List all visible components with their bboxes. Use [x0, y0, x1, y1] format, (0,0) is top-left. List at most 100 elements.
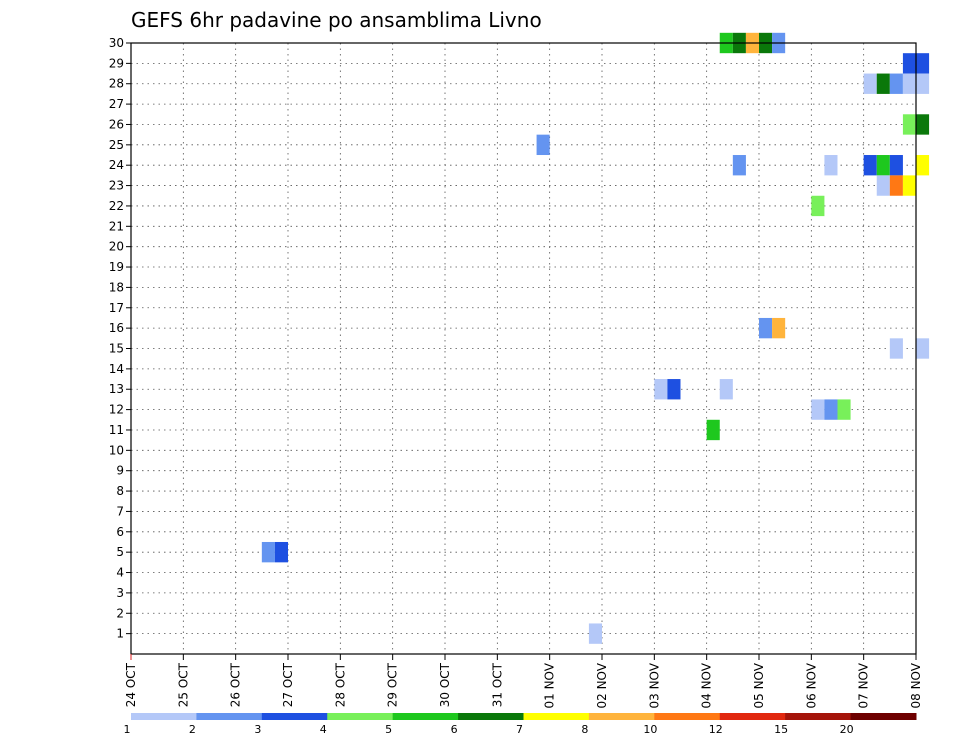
precip-cell — [876, 175, 890, 196]
precip-cell — [916, 155, 930, 176]
chart-title: GEFS 6hr padavine po ansamblima Livno — [131, 8, 542, 32]
y-tick-label: 22 — [109, 199, 124, 213]
y-tick-label: 11 — [109, 423, 124, 437]
y-tick-label: 27 — [109, 97, 124, 111]
colorbar-label: 3 — [254, 723, 261, 736]
x-tick-label: 05 NOV — [752, 662, 766, 708]
precip-cell — [889, 73, 903, 94]
y-tick-label: 28 — [109, 77, 124, 91]
colorbar-label: 1 — [124, 723, 131, 736]
precip-cell — [706, 419, 720, 441]
colorbar-swatch — [131, 713, 197, 720]
y-tick-label: 9 — [116, 464, 124, 478]
colorbar-swatch — [588, 713, 655, 720]
precip-cell — [889, 338, 903, 359]
x-tick-label: 08 NOV — [909, 662, 923, 708]
precip-cell — [889, 155, 903, 176]
x-tick-label: 02 NOV — [595, 662, 609, 708]
precip-cell — [732, 155, 746, 176]
x-tick-label: 04 NOV — [700, 662, 714, 708]
x-tick-label: 30 OCT — [438, 662, 452, 707]
precip-cell — [667, 379, 681, 400]
precip-cell — [719, 379, 733, 400]
precip-cell — [536, 134, 550, 156]
colorbar-swatch — [327, 713, 394, 720]
colorbar-swatch — [261, 713, 328, 720]
plot-frame — [130, 42, 917, 655]
precip-cell — [811, 399, 825, 420]
y-tick-label: 8 — [116, 484, 124, 498]
x-tick-label: 26 OCT — [229, 662, 243, 707]
precip-cell — [824, 399, 838, 420]
precip-cell — [916, 338, 930, 359]
y-tick-label: 4 — [116, 566, 124, 580]
colorbar-label: 2 — [189, 723, 196, 736]
colorbar-label: 4 — [320, 723, 327, 736]
y-tick-label: 1 — [116, 627, 124, 641]
y-tick-label: 26 — [109, 117, 124, 131]
precip-cell — [876, 73, 890, 94]
precip-cell — [916, 73, 930, 94]
y-tick-label: 29 — [109, 56, 124, 70]
x-tick-label: 27 OCT — [281, 662, 295, 707]
precip-cell — [902, 175, 916, 196]
precip-cell — [837, 399, 851, 420]
precip-cell — [863, 155, 877, 176]
precip-cell — [902, 53, 916, 74]
x-tick-label: 03 NOV — [647, 662, 661, 708]
y-tick-label: 21 — [109, 219, 124, 233]
colorbar-swatch — [523, 713, 590, 720]
y-tick-label: 10 — [109, 443, 124, 457]
precip-cell — [863, 73, 877, 94]
colorbar-label: 8 — [581, 723, 588, 736]
precip-cell — [811, 195, 825, 217]
y-tick-label: 30 — [109, 36, 124, 50]
x-tick-label: 29 OCT — [386, 662, 400, 707]
colorbar-label: 5 — [385, 723, 392, 736]
ensemble-cells — [261, 32, 930, 644]
precip-cell — [654, 379, 668, 400]
y-tick-label: 3 — [116, 586, 124, 600]
colorbar-swatch — [196, 713, 263, 720]
precip-cell — [588, 623, 602, 644]
precip-cell — [902, 73, 916, 94]
x-axis: 24 OCT 25 OCT 26 OCT 27 OCT 28 OCT 29 OCT 30 O… — [124, 654, 923, 709]
grid-lines — [131, 42, 916, 654]
precip-cell — [916, 53, 930, 74]
colorbar-swatch — [392, 713, 459, 720]
x-tick-label: 07 NOV — [857, 662, 871, 708]
y-tick-label: 20 — [109, 240, 124, 254]
x-tick-label: 06 NOV — [804, 662, 818, 708]
y-tick-label: 23 — [109, 179, 124, 193]
precip-cell — [916, 114, 930, 135]
precip-cell — [902, 114, 916, 135]
colorbar-label: 12 — [709, 723, 723, 736]
colorbar-label: 6 — [451, 723, 458, 736]
precip-cell — [261, 541, 275, 563]
precip-cell — [274, 541, 288, 563]
y-axis: 1234567891011121314151617181920212223242… — [109, 36, 131, 641]
precip-cell — [824, 155, 838, 176]
y-tick-label: 19 — [109, 260, 124, 274]
y-tick-label: 12 — [109, 403, 124, 417]
y-tick-label: 6 — [116, 525, 124, 539]
x-tick-label: 01 NOV — [543, 662, 557, 708]
precip-cell — [772, 317, 786, 339]
colorbar-swatch — [654, 713, 721, 720]
y-tick-label: 25 — [109, 138, 124, 152]
y-tick-label: 18 — [109, 280, 124, 294]
precip-cell — [876, 155, 890, 176]
colorbar-swatch — [458, 713, 524, 720]
y-tick-label: 2 — [116, 606, 124, 620]
precip-cell — [889, 175, 903, 196]
y-tick-label: 24 — [109, 158, 124, 172]
y-tick-label: 13 — [109, 382, 124, 396]
x-tick-label: 25 OCT — [176, 662, 190, 707]
x-tick-label: 24 OCT — [124, 662, 138, 707]
colorbar: 1 2 3 4 5 6 7 8 10 12 15 20 — [124, 713, 917, 736]
y-tick-label: 15 — [109, 342, 124, 356]
colorbar-swatch — [785, 713, 852, 720]
colorbar-label: 15 — [774, 723, 788, 736]
colorbar-label: 10 — [643, 723, 657, 736]
